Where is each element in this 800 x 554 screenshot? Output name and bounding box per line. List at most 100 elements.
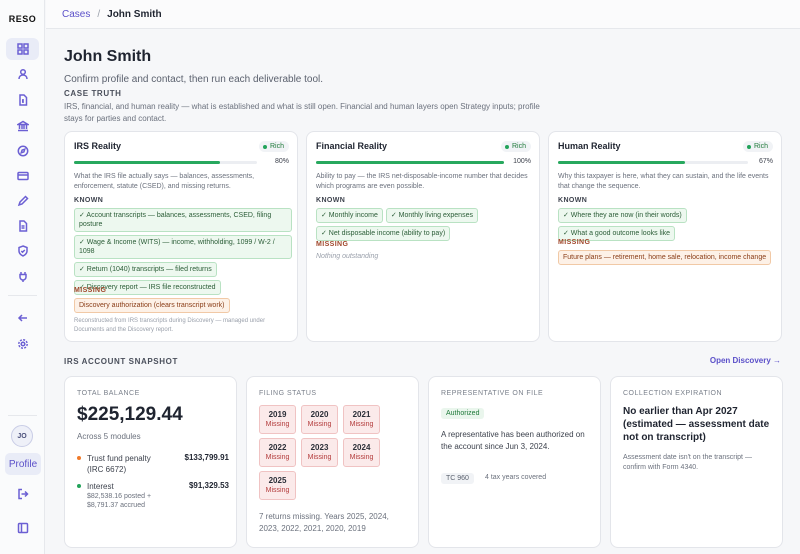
breadcrumb: Cases / John Smith: [46, 0, 800, 29]
year-status: Missing: [265, 454, 290, 461]
penalty-dot-icon: [77, 456, 81, 460]
tax-years-covered: 4 tax years covered: [485, 474, 547, 481]
year-cell[interactable]: 2019 Missing: [259, 405, 296, 434]
year-cell[interactable]: 2021 Missing: [343, 405, 380, 434]
user-icon[interactable]: [6, 63, 39, 85]
year-number: 2020: [310, 410, 329, 419]
known-label: KNOWN: [74, 197, 104, 204]
known-chip: ✓ Return (1040) transcripts — filed retu…: [74, 262, 217, 277]
page-subtitle: Confirm profile and contact, then run ea…: [64, 74, 324, 85]
shield-icon[interactable]: [6, 240, 39, 262]
compass-icon[interactable]: [6, 140, 39, 162]
case-truth-description: IRS, financial, and human reality — what…: [64, 102, 540, 123]
year-number: 2024: [352, 443, 371, 452]
representative-text: A representative has been authorized on …: [441, 430, 585, 451]
year-status: Missing: [349, 421, 374, 428]
page-title: John Smith: [64, 48, 152, 65]
card-title: Human Reality: [558, 141, 621, 151]
year-cell[interactable]: 2020 Missing: [301, 405, 338, 434]
breakdown-sub: $82,538.16 posted + $8,791.37 accrued: [87, 493, 152, 509]
rich-badge: Rich: [500, 141, 531, 152]
rich-badge-label: Rich: [269, 143, 284, 150]
card-title: IRS Reality: [74, 141, 122, 151]
year-status: Missing: [307, 454, 332, 461]
collection-expiration-label: COLLECTION EXPIRATION: [623, 390, 723, 397]
known-chip: ✓ Account transcripts — balances, assess…: [74, 208, 292, 232]
breakdown-amount: $91,329.53: [188, 481, 229, 490]
known-chip: ✓ What a good outcome looks like: [558, 226, 676, 241]
dashboard-icon[interactable]: [6, 38, 39, 60]
gear-icon[interactable]: [6, 333, 39, 355]
breakdown-name: Trust fund penalty (IRC 6672): [87, 454, 151, 474]
rich-badge: Rich: [258, 141, 289, 152]
progress-fill: [74, 161, 221, 164]
year-status: Missing: [265, 421, 290, 428]
bank-icon[interactable]: [6, 115, 39, 137]
breadcrumb-cases-link[interactable]: Cases: [62, 8, 91, 20]
total-balance-card: TOTAL BALANCE $225,129.44 Across 5 modul…: [64, 376, 237, 548]
known-chips: ✓ Account transcripts — balances, assess…: [74, 208, 292, 295]
collection-expiration-note: Assessment date isn't on the transcript …: [623, 454, 752, 471]
main-content: John Smith Confirm profile and contact, …: [46, 30, 800, 554]
filing-note: 7 returns missing. Years 2025, 2024, 202…: [259, 512, 389, 533]
missing-chip: Future plans — retirement, home sale, re…: [558, 250, 772, 265]
status-dot-icon: [504, 144, 509, 149]
plug-icon[interactable]: [6, 266, 39, 288]
card-description: What the IRS file actually says — balanc…: [74, 173, 255, 190]
year-status: Missing: [349, 454, 374, 461]
progress-bar: [316, 161, 504, 164]
card-description: Why this taxpayer is here, what they can…: [558, 173, 769, 190]
missing-chip: Discovery authorization (clears transcri…: [74, 298, 230, 313]
human-reality-card[interactable]: Human Reality Rich 67% Why this taxpayer…: [548, 131, 782, 342]
year-status: Missing: [265, 487, 290, 494]
breadcrumb-separator: /: [97, 8, 101, 20]
status-dot-icon: [746, 144, 751, 149]
year-cell[interactable]: 2025 Missing: [259, 471, 296, 500]
known-chip: ✓ Monthly living expenses: [385, 208, 478, 223]
year-cell[interactable]: 2023 Missing: [301, 438, 338, 467]
year-number: 2025: [268, 476, 287, 485]
nothing-outstanding-text: Nothing outstanding: [316, 253, 379, 260]
missing-label: MISSING: [74, 287, 107, 294]
year-cell[interactable]: 2024 Missing: [343, 438, 380, 467]
year-number: 2023: [310, 443, 329, 452]
collection-expiration-headline: No earlier than Apr 2027 (estimated — as…: [623, 406, 770, 443]
status-dot-icon: [262, 144, 267, 149]
representative-label: REPRESENTATIVE ON FILE: [441, 390, 544, 397]
year-status: Missing: [307, 421, 332, 428]
total-balance-amount: $225,129.44: [77, 404, 183, 425]
filing-status-label: FILING STATUS: [259, 390, 317, 397]
open-discovery-link[interactable]: Open Discovery →: [709, 356, 781, 365]
breadcrumb-current: John Smith: [107, 8, 162, 20]
breakdown-name: Interest: [87, 482, 114, 491]
year-number: 2021: [352, 410, 371, 419]
file-text-icon[interactable]: [6, 215, 39, 237]
snapshot-label: IRS ACCOUNT SNAPSHOT: [64, 357, 178, 366]
irs-reality-card[interactable]: IRS Reality Rich 80% What the IRS file a…: [64, 131, 298, 342]
sidebar-toggle-icon[interactable]: [6, 517, 39, 539]
pen-icon[interactable]: [6, 190, 39, 212]
year-cell[interactable]: 2022 Missing: [259, 438, 296, 467]
known-label: KNOWN: [316, 197, 346, 204]
sidebar-divider: [8, 295, 37, 296]
progress-bar: [74, 161, 257, 164]
missing-label: MISSING: [558, 239, 591, 246]
progress-bar: [558, 161, 748, 164]
progress-percent: 100%: [513, 158, 531, 165]
known-chip: ✓ Where they are now (in their words): [558, 208, 687, 223]
card-icon[interactable]: [6, 165, 39, 187]
avatar[interactable]: JO: [11, 425, 33, 447]
rich-badge: Rich: [742, 141, 773, 152]
back-arrow-icon[interactable]: [6, 307, 39, 329]
modules-count: Across 5 modules: [77, 432, 141, 441]
progress-fill: [316, 161, 504, 164]
profile-button[interactable]: Profile: [5, 453, 41, 475]
logout-icon[interactable]: [6, 483, 39, 505]
rich-badge-label: Rich: [511, 143, 526, 150]
financial-reality-card[interactable]: Financial Reality Rich 100% Ability to p…: [306, 131, 540, 342]
document-dollar-icon[interactable]: [6, 89, 39, 111]
progress-percent: 67%: [758, 158, 773, 165]
filing-years-grid: 2019 Missing 2020 Missing 2021 Missing 2022…: [259, 405, 389, 500]
card-title: Financial Reality: [316, 141, 388, 151]
known-chip: ✓ Net disposable income (ability to pay): [316, 226, 451, 241]
